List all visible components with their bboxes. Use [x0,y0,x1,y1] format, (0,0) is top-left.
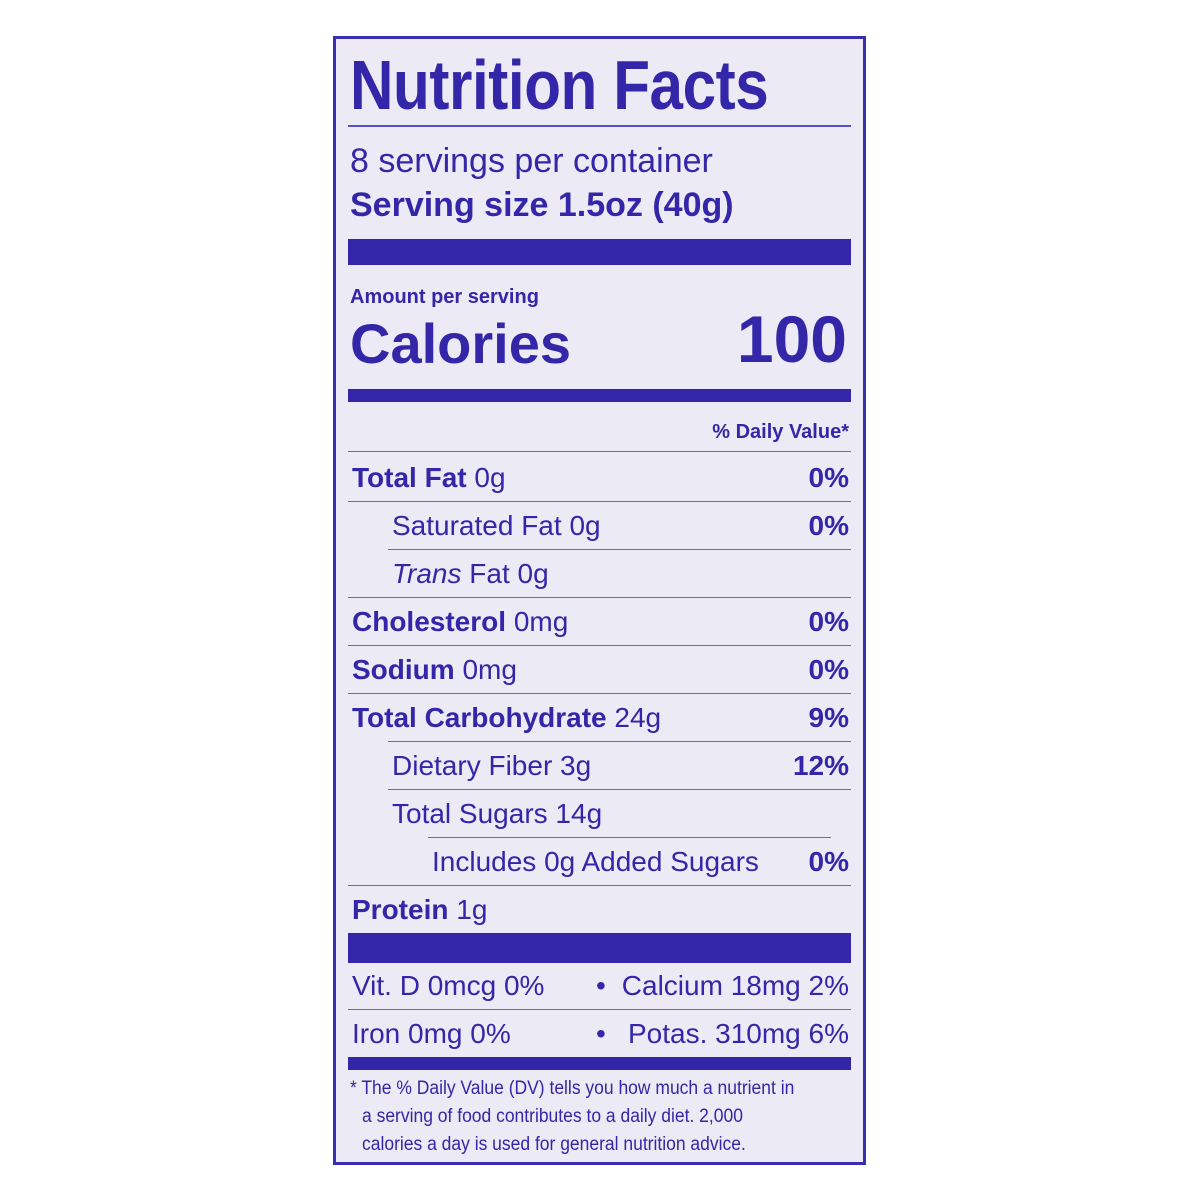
nutrition-facts-label: Nutrition Facts 8 servings per container… [333,36,866,1165]
nutrient-name: Total Carbohydrate [352,702,607,733]
nutrient-name: Cholesterol [352,606,507,637]
potassium: Potas. 310mg 6% [627,1018,849,1049]
calories-value: 100 [736,302,847,376]
divider [348,885,851,886]
medium-divider [348,1057,851,1070]
divider [428,837,831,838]
thick-divider [348,933,851,963]
footnote-line: * The % Daily Value (DV) tells you how m… [350,1078,795,1099]
nutrient-name: Dietary Fiber [392,750,553,781]
daily-value-header: % Daily Value* [712,421,849,443]
nutrient-row: Total Carbohydrate 24g 9% [352,698,849,738]
divider [348,1009,851,1010]
nutrient-row: Total Sugars 14g [352,794,849,834]
divider [388,789,851,790]
iron: Iron 0mg 0% [352,1018,511,1049]
nutrient-name-suffix: Fat [469,558,510,589]
nutrient-name: Sodium [352,654,455,685]
nutrient-row: Protein 1g [352,890,849,930]
nutrient-name: Saturated Fat [392,510,562,541]
nutrient-amount: 0g [517,558,549,589]
nutrient-row: Dietary Fiber 3g 12% [352,746,849,786]
nutrient-name: Protein [352,894,449,925]
serving-size-label: Serving size [350,186,549,224]
vitamin-d: Vit. D 0mcg 0% [352,970,545,1001]
amount-per-serving: Amount per serving [350,286,539,308]
divider [388,741,851,742]
nutrient-daily-value: 0% [808,846,849,877]
nutrient-daily-value: 0% [808,654,849,685]
nutrient-name: Total Fat [352,462,467,493]
nutrient-amount: 24g [614,702,662,733]
nutrient-row: Trans Fat 0g [352,554,849,594]
bullet: • [596,970,606,1001]
nutrient-daily-value: 9% [808,702,849,733]
nutrient-name: Includes 0g Added Sugars [432,846,759,877]
nutrient-amount: 3g [560,750,592,781]
nutrient-row: Saturated Fat 0g 0% [352,506,849,546]
footnote-line: calories a day is used for general nutri… [362,1134,746,1155]
nutrient-amount: 0mg [513,606,569,637]
divider [348,693,851,694]
serving-size: Serving size 1.5oz (40g) [350,186,734,225]
nutrient-amount: 1g [456,894,488,925]
medium-divider [348,389,851,402]
nutrient-daily-value: 0% [808,606,849,637]
nutrient-row: Cholesterol 0mg 0% [352,602,849,642]
footnote-line: a serving of food contributes to a daily… [362,1106,743,1127]
divider [388,549,851,550]
divider [348,451,851,452]
nutrient-daily-value: 12% [792,750,849,781]
calories-label: Calories [350,312,571,375]
serving-size-value: 1.5oz (40g) [557,186,734,224]
divider [348,645,851,646]
nutrient-row: Includes 0g Added Sugars 0% [352,842,849,882]
divider [348,597,851,598]
divider [348,125,851,127]
divider [348,501,851,502]
nutrient-row: Total Fat 0g 0% [352,458,849,498]
thick-divider [348,239,851,265]
servings-per-container: 8 servings per container [350,142,713,180]
nutrient-name: Trans [392,558,462,589]
micronutrient-row: Vit. D 0mcg 0% • Calcium 18mg 2% [352,966,849,1006]
nutrient-amount: 0g [474,462,506,493]
nutrient-name: Total Sugars [392,798,548,829]
label-title: Nutrition Facts [350,46,769,124]
calcium: Calcium 18mg 2% [621,970,849,1001]
nutrient-amount: 14g [555,798,603,829]
nutrient-row: Sodium 0mg 0% [352,650,849,690]
nutrient-amount: 0g [569,510,601,541]
nutrient-daily-value: 0% [808,462,849,493]
nutrient-amount: 0mg [462,654,517,685]
micronutrient-row: Iron 0mg 0% • Potas. 310mg 6% [352,1014,849,1054]
bullet: • [596,1018,606,1049]
nutrient-daily-value: 0% [808,510,849,541]
